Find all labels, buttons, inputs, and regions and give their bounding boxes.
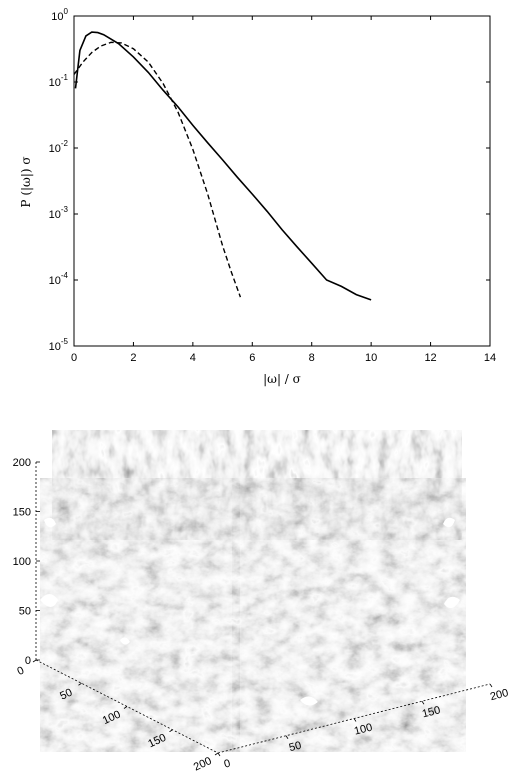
- x-axis-label: |ω| / σ: [263, 372, 301, 386]
- right-tick-label: 200: [489, 687, 510, 703]
- x-tick-label: 6: [249, 352, 255, 364]
- y-tick-label: 10-2: [49, 139, 69, 155]
- solid-series-line: [74, 31, 372, 301]
- plot-frame: [73, 15, 491, 347]
- right-tick: [285, 735, 289, 739]
- dashed-series-line: [73, 41, 242, 298]
- right-tick: [353, 718, 357, 722]
- series-group: [73, 31, 372, 301]
- isosurface-top-face: [52, 430, 462, 540]
- pdf-chart: 0 2 4 6 8 10 12 14 100 10-1 10-2 10-3 10-4 10-5 |ω| …: [19, 7, 496, 386]
- left-tick: [78, 682, 82, 686]
- right-tick-label: 0: [223, 758, 232, 771]
- y-ticks: [74, 15, 490, 347]
- z-tick-label: 200: [13, 457, 31, 469]
- z-axis-ticks: 0 50 100 150 200: [13, 457, 40, 667]
- x-tick-label: 12: [424, 352, 436, 364]
- y-tick-label: 10-3: [49, 205, 69, 221]
- x-tick-label: 10: [365, 352, 377, 364]
- isosurface-right-face: [232, 478, 466, 752]
- right-tick: [217, 752, 221, 757]
- right-tick-label: 150: [421, 704, 442, 720]
- isosurface-left-face: [40, 478, 240, 752]
- z-tick-label: 0: [25, 655, 31, 667]
- right-tick: [421, 701, 425, 705]
- y-tick-label: 10-1: [49, 73, 69, 89]
- x-ticks: [73, 16, 491, 346]
- x-tick-label: 8: [309, 352, 315, 364]
- isosurface-3d-plot: 0 50 100 150 200 0 50 100 150 200 0 50 100 150 200: [13, 430, 510, 771]
- left-tick: [32, 659, 37, 663]
- y-axis-label: P (|ω|) σ: [19, 156, 33, 207]
- right-axis-ticks: 0 50 100 150 200: [217, 683, 510, 771]
- left-tick-label: 100: [101, 708, 123, 727]
- left-tick-label: 50: [58, 687, 74, 703]
- x-tick-labels: 0 2 4 6 8 10 12 14: [71, 352, 496, 364]
- left-tick: [123, 706, 128, 709]
- y-tick-label: 10-5: [49, 337, 69, 353]
- z-tick-label: 50: [19, 606, 31, 618]
- isosurface-gaps: [40, 517, 460, 706]
- left-tick-label: 200: [192, 755, 214, 771]
- x-tick-label: 14: [484, 352, 496, 364]
- x-tick-label: 4: [190, 352, 196, 364]
- left-tick-label: 0: [15, 665, 26, 678]
- right-tick: [489, 683, 493, 688]
- x-tick-label: 2: [130, 352, 136, 364]
- y-tick-label: 100: [51, 7, 68, 23]
- y-tick-label: 10-4: [49, 271, 69, 287]
- left-tick: [169, 729, 173, 733]
- z-tick-label: 150: [13, 507, 31, 519]
- y-tick-labels: 100 10-1 10-2 10-3 10-4 10-5: [49, 7, 69, 353]
- right-tick-label: 50: [288, 740, 303, 755]
- left-tick-label: 150: [146, 732, 168, 751]
- left-tick: [214, 752, 219, 756]
- z-tick-label: 100: [13, 556, 31, 568]
- right-tick-label: 100: [353, 722, 374, 738]
- x-tick-label: 0: [71, 352, 77, 364]
